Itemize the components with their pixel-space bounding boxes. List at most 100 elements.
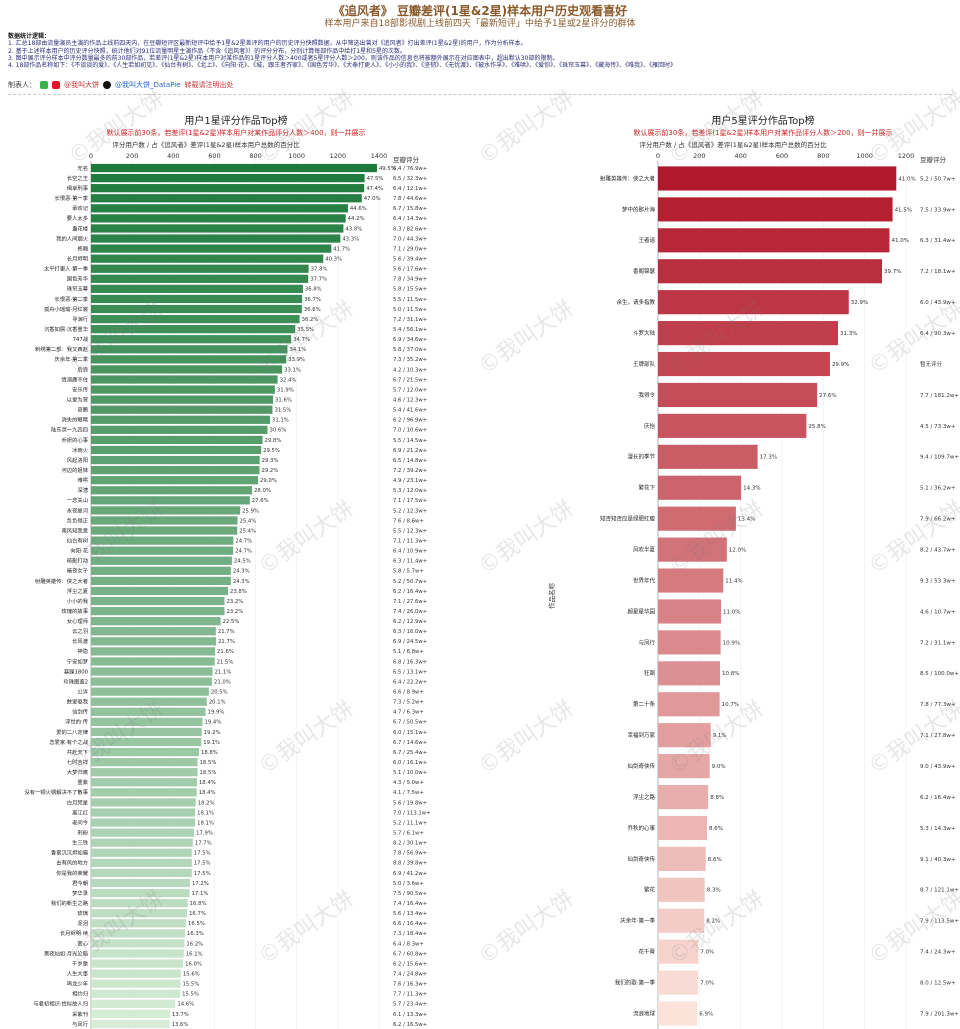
bar	[91, 365, 283, 374]
bar	[91, 355, 287, 364]
data-label: 29.9%	[832, 362, 849, 368]
bar	[91, 617, 221, 626]
data-label: 10.9%	[723, 640, 740, 646]
category-label: 共赴天下	[67, 748, 88, 756]
category-label: 浮尘之路	[633, 793, 656, 801]
bar	[91, 919, 187, 928]
data-label: 40.3%	[325, 257, 342, 263]
category-label: 无名	[77, 164, 88, 172]
bar	[91, 314, 300, 324]
chart-subtitle: 默认展示前30条，若差评(1星&2星)样本用户对某作品评分人数＞200，则一并展…	[633, 128, 892, 137]
rating-label: 4.2 / 10.3w+	[393, 367, 427, 373]
data-label: 37.8%	[311, 267, 328, 273]
bar	[658, 661, 720, 686]
rating-label: 7.5 / 33.9w+	[920, 207, 956, 213]
category-label: 生三铁	[72, 839, 89, 847]
page-subtitle: 样本用户来自18部影视剧上线前四天「最新短评」中给予1星或2星评分的群体	[324, 19, 636, 29]
data-label: 15.5%	[182, 982, 199, 988]
category-label: 与凤行	[638, 638, 655, 646]
bar	[91, 667, 213, 676]
data-label: 16.3%	[187, 931, 204, 937]
data-label: 18.1%	[197, 810, 214, 816]
rating-label: 6.9 / 24.5w+	[393, 639, 427, 645]
bar	[91, 687, 209, 696]
category-label: 狂飙	[644, 669, 656, 677]
category-label: 长恨恶·第二季	[55, 295, 89, 303]
data-label: 19.1%	[203, 740, 220, 746]
bar	[91, 294, 303, 304]
category-label: 珠帘玉幕	[67, 285, 89, 293]
data-label: 41.7%	[333, 246, 350, 252]
bar	[658, 537, 727, 562]
category-label: 晾影打动	[67, 557, 88, 565]
rating-label: 6.5 / 32.3w+	[393, 176, 427, 182]
category-label: 重紫	[77, 778, 88, 786]
rating-label: 6.7 / 15.8w+	[393, 206, 427, 212]
bar	[91, 506, 241, 515]
category-label: 长风渡	[72, 637, 89, 645]
x-tick-label: 200	[126, 152, 138, 160]
bar	[658, 259, 883, 284]
category-label: 承欢记	[72, 204, 89, 212]
bar	[91, 858, 192, 867]
rating-label: 6.3 / 16.0w+	[393, 629, 427, 635]
bar	[91, 637, 217, 646]
credit-weibo[interactable]: @我叫大饼	[64, 81, 99, 89]
data-label: 23.8%	[230, 589, 247, 595]
data-label: 11.4%	[725, 578, 742, 584]
data-label: 21.0%	[214, 679, 231, 685]
chart-title: 用户5星评分作品Top榜	[711, 114, 814, 127]
data-label: 31.3%	[840, 331, 857, 337]
category-label: 恋爱家·有个之战	[49, 738, 88, 746]
x-tick-label: 800	[249, 152, 261, 160]
note-line: 1. 汇总18部由流量演员主演的作品上线前四天内，在豆瓣短评区最新短评中给予1星…	[8, 40, 527, 48]
rating-label: 7.0 / 44.3w+	[393, 236, 427, 242]
bar	[91, 284, 303, 294]
data-label: 24.7%	[235, 549, 252, 555]
data-label: 25.4%	[239, 518, 256, 524]
x-tick-label: 400	[734, 152, 746, 160]
category-label: 我们的新生之路	[51, 899, 89, 907]
category-label: 繁花	[644, 886, 656, 894]
rating-label: 6.4 / 14.3w+	[393, 216, 427, 222]
data-label: 23.2%	[227, 609, 244, 615]
data-label: 21.7%	[218, 629, 235, 635]
category-label: 国色芳华	[67, 275, 89, 283]
category-label: 仙剑奇侠传	[627, 855, 655, 863]
bar	[658, 413, 807, 438]
data-label: 41.5%	[895, 207, 912, 213]
bar	[658, 444, 758, 469]
data-label: 19.9%	[208, 710, 225, 716]
x-tick-label: 200	[693, 152, 705, 160]
data-label: 17.2%	[192, 881, 209, 887]
notes-heading: 数据统计逻辑：	[8, 33, 51, 40]
bar	[658, 877, 705, 902]
x-tick-label: 0	[656, 152, 660, 160]
category-label: 冰雨火	[72, 446, 89, 454]
bar	[91, 576, 231, 586]
data-label: 16.0%	[185, 961, 202, 967]
rating-label: 6.9 / 21.2w+	[393, 448, 427, 454]
rating-label: 6.7 / 50.5w+	[393, 720, 427, 726]
bar	[658, 351, 830, 377]
bar	[91, 435, 263, 445]
bar	[658, 568, 724, 593]
x-tick-label: 800	[817, 152, 829, 160]
bar	[91, 415, 270, 424]
bar	[658, 723, 711, 748]
category-label: 蛊花楼	[72, 224, 89, 232]
rating-label: 5.4 / 41.6w+	[393, 408, 427, 414]
data-label: 32.9%	[851, 300, 868, 306]
credit-other[interactable]: @我叫大饼_DataPie	[115, 81, 181, 89]
category-label: 后浪	[77, 365, 88, 373]
data-label: 25.9%	[242, 508, 259, 514]
category-label: 一念关山	[67, 496, 88, 504]
weibo-icon	[52, 81, 60, 89]
data-label: 44.2%	[348, 216, 365, 222]
data-label: 18.4%	[199, 790, 216, 796]
data-label: 43.3%	[342, 236, 359, 242]
category-label: 云之羽	[72, 627, 88, 635]
rating-label: 6.4 / 8.3w+	[393, 941, 424, 947]
category-label: 斗罗大陆	[633, 329, 656, 337]
rating-label: 5.5 / 11.5w+	[393, 297, 427, 303]
